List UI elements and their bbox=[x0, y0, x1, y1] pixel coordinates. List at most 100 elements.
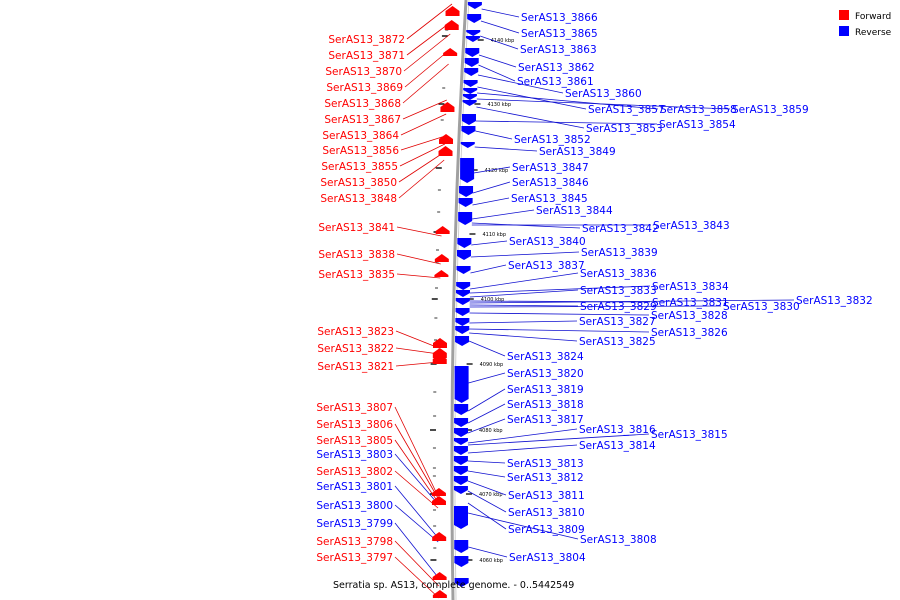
reverse-gene-label: SerAS13_3804 bbox=[509, 552, 586, 564]
forward-leader-line bbox=[394, 556, 440, 599]
forward-gene-label: SerAS13_3850 bbox=[320, 177, 397, 189]
forward-leader-line bbox=[396, 253, 441, 265]
reverse-leader-line bbox=[467, 444, 578, 454]
reverse-gene-label: SerAS13_3852 bbox=[514, 134, 591, 146]
reverse-leader-line bbox=[473, 166, 511, 174]
reverse-leader-line bbox=[470, 272, 579, 290]
reverse-gene-label: SerAS13_3808 bbox=[580, 534, 657, 546]
forward-gene-label: SerAS13_3864 bbox=[322, 130, 399, 142]
reverse-gene-label: SerAS13_3820 bbox=[507, 368, 584, 380]
reverse-leader-line bbox=[476, 106, 585, 129]
reverse-leader-line bbox=[467, 403, 506, 424]
forward-leader-line bbox=[395, 330, 440, 349]
forward-gene-label: SerAS13_3835 bbox=[318, 269, 395, 281]
reverse-gene-label: SerAS13_3863 bbox=[520, 44, 597, 56]
forward-leader-line bbox=[395, 347, 439, 355]
forward-gene-label: SerAS13_3806 bbox=[316, 419, 393, 431]
legend: Forward Reverse bbox=[839, 10, 892, 38]
forward-gene-arrow bbox=[445, 6, 460, 16]
forward-gene-label: SerAS13_3848 bbox=[320, 193, 397, 205]
reverse-gene-arrow bbox=[463, 88, 478, 94]
reverse-gene-label: SerAS13_3827 bbox=[579, 316, 656, 328]
reverse-gene-arrow bbox=[456, 266, 471, 274]
legend-forward-label: Forward bbox=[855, 12, 891, 22]
forward-gene-label: SerAS13_3869 bbox=[326, 82, 403, 94]
reverse-gene-arrow bbox=[456, 282, 471, 290]
forward-leader-line bbox=[398, 159, 445, 199]
forward-gene-label: SerAS13_3838 bbox=[318, 249, 395, 261]
reverse-gene-labels: SerAS13_3866 SerAS13_3865 SerAS13_3863 SerA… bbox=[507, 12, 873, 564]
forward-leader-line bbox=[394, 540, 440, 587]
forward-leader-line bbox=[394, 439, 439, 503]
forward-leader-line bbox=[394, 504, 439, 543]
reverse-gene-label: SerAS13_3857 bbox=[588, 104, 665, 116]
reverse-gene-arrow bbox=[455, 308, 470, 316]
reverse-gene-arrow bbox=[455, 290, 470, 297]
reverse-gene-arrow bbox=[454, 556, 469, 567]
reverse-gene-label: SerAS13_3842 bbox=[582, 223, 659, 235]
reverse-gene-label: SerAS13_3826 bbox=[651, 327, 728, 339]
forward-leader-line bbox=[402, 63, 449, 104]
genome-caption: Serratia sp. AS13, complete genome. - 0.… bbox=[333, 580, 574, 591]
legend-reverse-swatch bbox=[839, 26, 849, 36]
reverse-leader-line bbox=[477, 74, 564, 94]
scale-tick-label: 4120 kbp bbox=[485, 168, 509, 174]
forward-leader-line bbox=[394, 470, 439, 509]
reverse-gene-arrow bbox=[460, 158, 475, 183]
reverse-leader-line bbox=[471, 209, 535, 220]
forward-gene-arrow bbox=[439, 134, 454, 144]
forward-gene-label: SerAS13_3823 bbox=[317, 326, 394, 338]
forward-gene-label: SerAS13_3807 bbox=[316, 402, 393, 414]
forward-leader-line bbox=[398, 151, 445, 183]
forward-gene-arrow bbox=[432, 354, 447, 364]
reverse-gene-arrow bbox=[454, 366, 469, 403]
reverse-gene-arrow bbox=[459, 186, 474, 197]
forward-leader-line bbox=[394, 406, 439, 497]
reverse-gene-arrow bbox=[461, 126, 476, 135]
reverse-leader-line bbox=[469, 289, 579, 298]
forward-gene-arrow bbox=[444, 20, 459, 30]
reverse-gene-label: SerAS13_3810 bbox=[508, 507, 585, 519]
forward-leader-line bbox=[394, 423, 439, 499]
scale-tick-label: 4100 kbp bbox=[481, 297, 505, 303]
forward-gene-arrow bbox=[438, 146, 453, 156]
reverse-gene-label: SerAS13_3843 bbox=[653, 220, 730, 232]
forward-gene-label: SerAS13_3868 bbox=[324, 98, 401, 110]
reverse-leader-line bbox=[467, 418, 506, 434]
forward-leader-line bbox=[396, 226, 442, 237]
reverse-gene-label: SerAS13_3860 bbox=[565, 88, 642, 100]
forward-gene-arrow bbox=[431, 488, 446, 496]
reverse-leader-line bbox=[476, 98, 731, 110]
forward-genes bbox=[431, 6, 460, 598]
forward-gene-label: SerAS13_3870 bbox=[325, 66, 402, 78]
reverse-gene-label: SerAS13_3815 bbox=[651, 429, 728, 441]
reverse-gene-arrow bbox=[461, 114, 476, 125]
reverse-leader-line bbox=[469, 304, 579, 307]
forward-leader-line bbox=[406, 3, 453, 40]
reverse-gene-arrow bbox=[464, 58, 479, 67]
reverse-gene-arrow bbox=[465, 36, 480, 42]
forward-gene-label: SerAS13_3867 bbox=[324, 114, 401, 126]
reverse-gene-label: SerAS13_3866 bbox=[521, 12, 598, 24]
reverse-leader-line bbox=[472, 197, 510, 206]
forward-gene-label: SerAS13_3871 bbox=[328, 50, 405, 62]
reverse-gene-arrow bbox=[454, 418, 469, 427]
reverse-gene-arrow bbox=[453, 466, 468, 475]
reverse-gene-label: SerAS13_3846 bbox=[512, 177, 589, 189]
scale-tick-label: 4110 kbp bbox=[482, 232, 506, 238]
scale-tick-label: 4090 kbp bbox=[480, 362, 504, 368]
reverse-gene-label: SerAS13_3840 bbox=[509, 236, 586, 248]
reverse-gene-label: SerAS13_3817 bbox=[507, 414, 584, 426]
reverse-leader-line bbox=[469, 285, 651, 294]
reverse-gene-arrow bbox=[454, 404, 469, 415]
reverse-leader-line bbox=[467, 388, 506, 412]
reverse-leader-lines bbox=[467, 8, 795, 558]
reverse-gene-label: SerAS13_3833 bbox=[580, 285, 657, 297]
reverse-gene-label: SerAS13_3836 bbox=[580, 268, 657, 280]
forward-leader-line bbox=[404, 49, 450, 88]
reverse-leader-line bbox=[475, 120, 658, 125]
reverse-gene-arrow bbox=[467, 2, 482, 9]
reverse-gene-arrow bbox=[454, 578, 469, 587]
reverse-gene-arrow bbox=[455, 326, 470, 334]
